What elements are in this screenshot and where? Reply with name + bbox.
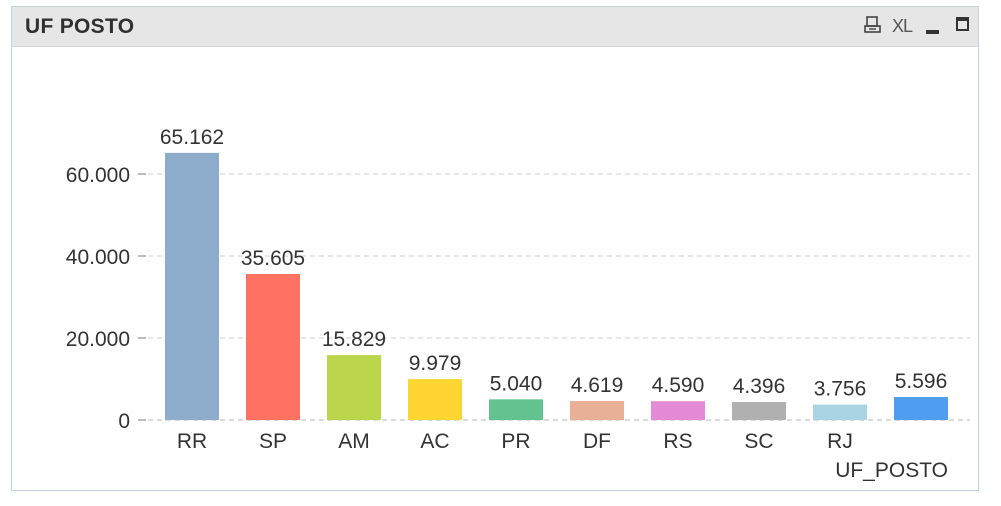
bar: [246, 274, 300, 420]
x-tick-label: PR: [501, 430, 530, 453]
y-tick-label: 0: [118, 410, 130, 433]
bar: [894, 397, 948, 420]
bar-value-label: 65.162: [160, 126, 224, 149]
bar: [327, 355, 381, 420]
bar-value-label: 4.590: [652, 374, 705, 397]
bar-value-label: 5.040: [490, 372, 543, 395]
bar: [651, 401, 705, 420]
chart-title: UF POSTO: [25, 15, 135, 38]
bar: [813, 404, 867, 420]
y-tick-label: 60.000: [66, 164, 130, 187]
bar-value-label: 4.619: [571, 374, 624, 397]
x-tick-label: RR: [177, 430, 207, 453]
bar-value-label: 35.605: [241, 247, 305, 270]
bar-value-label: 5.596: [895, 370, 948, 393]
bar-value-label: 9.979: [409, 352, 462, 375]
x-tick-label: AC: [420, 430, 449, 453]
x-tick-label: RJ: [827, 430, 853, 453]
bar: [732, 401, 786, 420]
x-tick-label: RS: [663, 430, 692, 453]
maximize-icon[interactable]: [956, 17, 969, 31]
print-icon[interactable]: [864, 16, 882, 34]
bar: [165, 152, 219, 420]
y-tick-label: 20.000: [66, 328, 130, 351]
minimize-icon[interactable]: [926, 30, 939, 34]
bar: [489, 399, 543, 420]
bar: [408, 379, 462, 420]
bar-value-label: 4.396: [733, 375, 786, 398]
bar-value-label: 3.756: [814, 378, 867, 401]
y-tick-label: 40.000: [66, 246, 130, 269]
x-tick-label: SP: [259, 430, 287, 453]
caption-bar: UF POSTO XL: [12, 7, 978, 47]
x-tick-label: DF: [583, 430, 611, 453]
x-tick-label: AM: [338, 430, 370, 453]
x-axis-label: UF_POSTO: [835, 459, 948, 482]
send-to-excel-icon[interactable]: XL: [892, 16, 913, 36]
x-tick-label: SC: [744, 430, 773, 453]
bar: [570, 401, 624, 420]
bar-value-label: 15.829: [322, 328, 386, 351]
